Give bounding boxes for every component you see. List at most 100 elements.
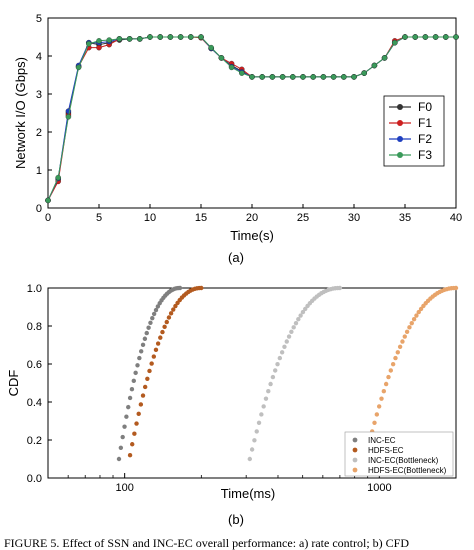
chart-a-point [453, 34, 459, 40]
chart-b-point [291, 325, 296, 330]
chart-a-x-tick-label: 5 [96, 212, 102, 224]
chart-b-point [279, 350, 285, 355]
chart-a-point [330, 74, 337, 80]
chart-b-series-1 [127, 285, 204, 458]
chart-b-point [381, 388, 387, 394]
chart-b-x-tick-label: 100 [115, 482, 133, 494]
chart-b: 100 1000 0.0 0.2 0.4 0.6 0.8 1.0 Time(ms) CDF (… [6, 283, 459, 527]
chart-b-y-tick-label: 0.0 [27, 473, 42, 485]
chart-a-x-tick-label: 25 [297, 212, 309, 224]
chart-b-point [146, 325, 151, 330]
chart-b-y-tick-label: 1.0 [27, 283, 42, 295]
chart-b-point [282, 344, 287, 349]
chart-b-x-tick-label: 1000 [367, 482, 391, 494]
chart-b-point [145, 376, 150, 381]
chart-b-point [162, 324, 167, 330]
chart-b-point [136, 411, 141, 417]
chart-a-legend-marker [397, 152, 403, 158]
chart-b-point [247, 456, 253, 462]
chart-b-point [404, 329, 410, 335]
chart-b-point [252, 438, 257, 443]
chart-b-point [164, 319, 169, 325]
chart-b-point [293, 320, 299, 326]
chart-b-point [153, 347, 159, 353]
chart-b-point [374, 412, 380, 417]
chart-a-y-axis-label: Network I/O (Gbps) [13, 57, 28, 169]
chart-a-point [96, 38, 102, 44]
chart-a-point [402, 34, 408, 40]
chart-b-point [131, 378, 136, 384]
chart-b-point [155, 304, 161, 309]
chart-b-point [289, 329, 294, 335]
chart-b-point [418, 306, 424, 312]
chart-b-ticks: 100 1000 0.0 0.2 0.4 0.6 0.8 1.0 [27, 283, 457, 494]
chart-b-point [151, 311, 157, 317]
chart-a-legend-marker [397, 136, 403, 142]
chart-b-point [261, 404, 266, 409]
chart-b-point [383, 381, 389, 387]
chart-a-legend: F0 F1 F2 F3 [383, 95, 445, 167]
chart-b-y-tick-label: 0.2 [27, 435, 42, 447]
chart-b-y-tick-label: 0.8 [27, 321, 42, 333]
chart-a-series-f3 [45, 34, 459, 204]
chart-a-point [208, 44, 214, 51]
chart-b-x-axis-label: Time(ms) [221, 486, 275, 501]
chart-b-point [138, 349, 144, 354]
chart-b-legend-label: HDFS-EC [368, 446, 404, 455]
chart-b-point [286, 334, 292, 339]
chart-b-point [453, 285, 459, 291]
chart-a-point [65, 114, 72, 120]
chart-a-point [320, 74, 327, 80]
chart-b-point [142, 384, 148, 390]
chart-a-x-axis-label: Time(s) [230, 228, 274, 243]
chart-a-ticks: 0 5 10 15 20 25 30 35 40 0 1 2 3 4 5 [36, 13, 462, 224]
chart-b-point [296, 317, 301, 322]
chart-b-point [259, 412, 264, 417]
chart-b-point [144, 330, 149, 336]
chart-a-point [422, 34, 429, 40]
chart-b-point [127, 395, 133, 401]
chart-a-legend-marker [397, 104, 403, 110]
chart-b-point [298, 313, 303, 318]
figure-caption: FIGURE 5. Effect of SSN and INC-EC overa… [4, 536, 409, 550]
chart-a-point [86, 41, 92, 47]
chart-b-point [379, 396, 384, 401]
chart-b-point [147, 368, 152, 374]
chart-a-point [361, 70, 367, 76]
chart-b-point [266, 388, 271, 394]
chart-b-point [407, 325, 412, 330]
chart-b-point [140, 393, 146, 398]
chart-a-x-tick-label: 35 [399, 212, 411, 224]
chart-a-y-tick-label: 4 [36, 51, 42, 63]
chart-b-point [116, 456, 122, 462]
chart-b-series-2 [247, 285, 343, 462]
chart-a-point [290, 74, 296, 80]
chart-b-point [277, 355, 283, 361]
chart-a-legend-label: F2 [418, 132, 432, 146]
chart-b-point [126, 404, 131, 410]
chart-b-point [124, 414, 129, 419]
chart-b-point [133, 370, 138, 376]
chart-b-caption: (b) [228, 512, 244, 527]
chart-b-point [411, 317, 417, 322]
chart-b-point [249, 447, 255, 452]
chart-b-point [153, 307, 159, 313]
chart-b-point [168, 311, 174, 316]
chart-a-point [249, 74, 255, 80]
chart-b-legend-label: INC-EC(Bottleneck) [368, 456, 439, 465]
chart-b-point [395, 350, 400, 355]
chart-b-point [400, 339, 405, 344]
chart-b-point [414, 313, 419, 318]
chart-b-series [116, 285, 459, 462]
chart-a-point [188, 34, 194, 40]
chart-a-point [371, 62, 378, 69]
chart-b-point [150, 315, 155, 321]
chart-b-point [397, 344, 403, 349]
chart-b-y-tick-label: 0.6 [27, 359, 42, 371]
chart-a-point [126, 36, 133, 42]
chart-a-x-tick-label: 40 [450, 212, 462, 224]
chart-b-point [140, 342, 146, 348]
chart-a-point [351, 74, 357, 80]
chart-b-point [402, 334, 407, 339]
chart-b-point [376, 404, 382, 409]
